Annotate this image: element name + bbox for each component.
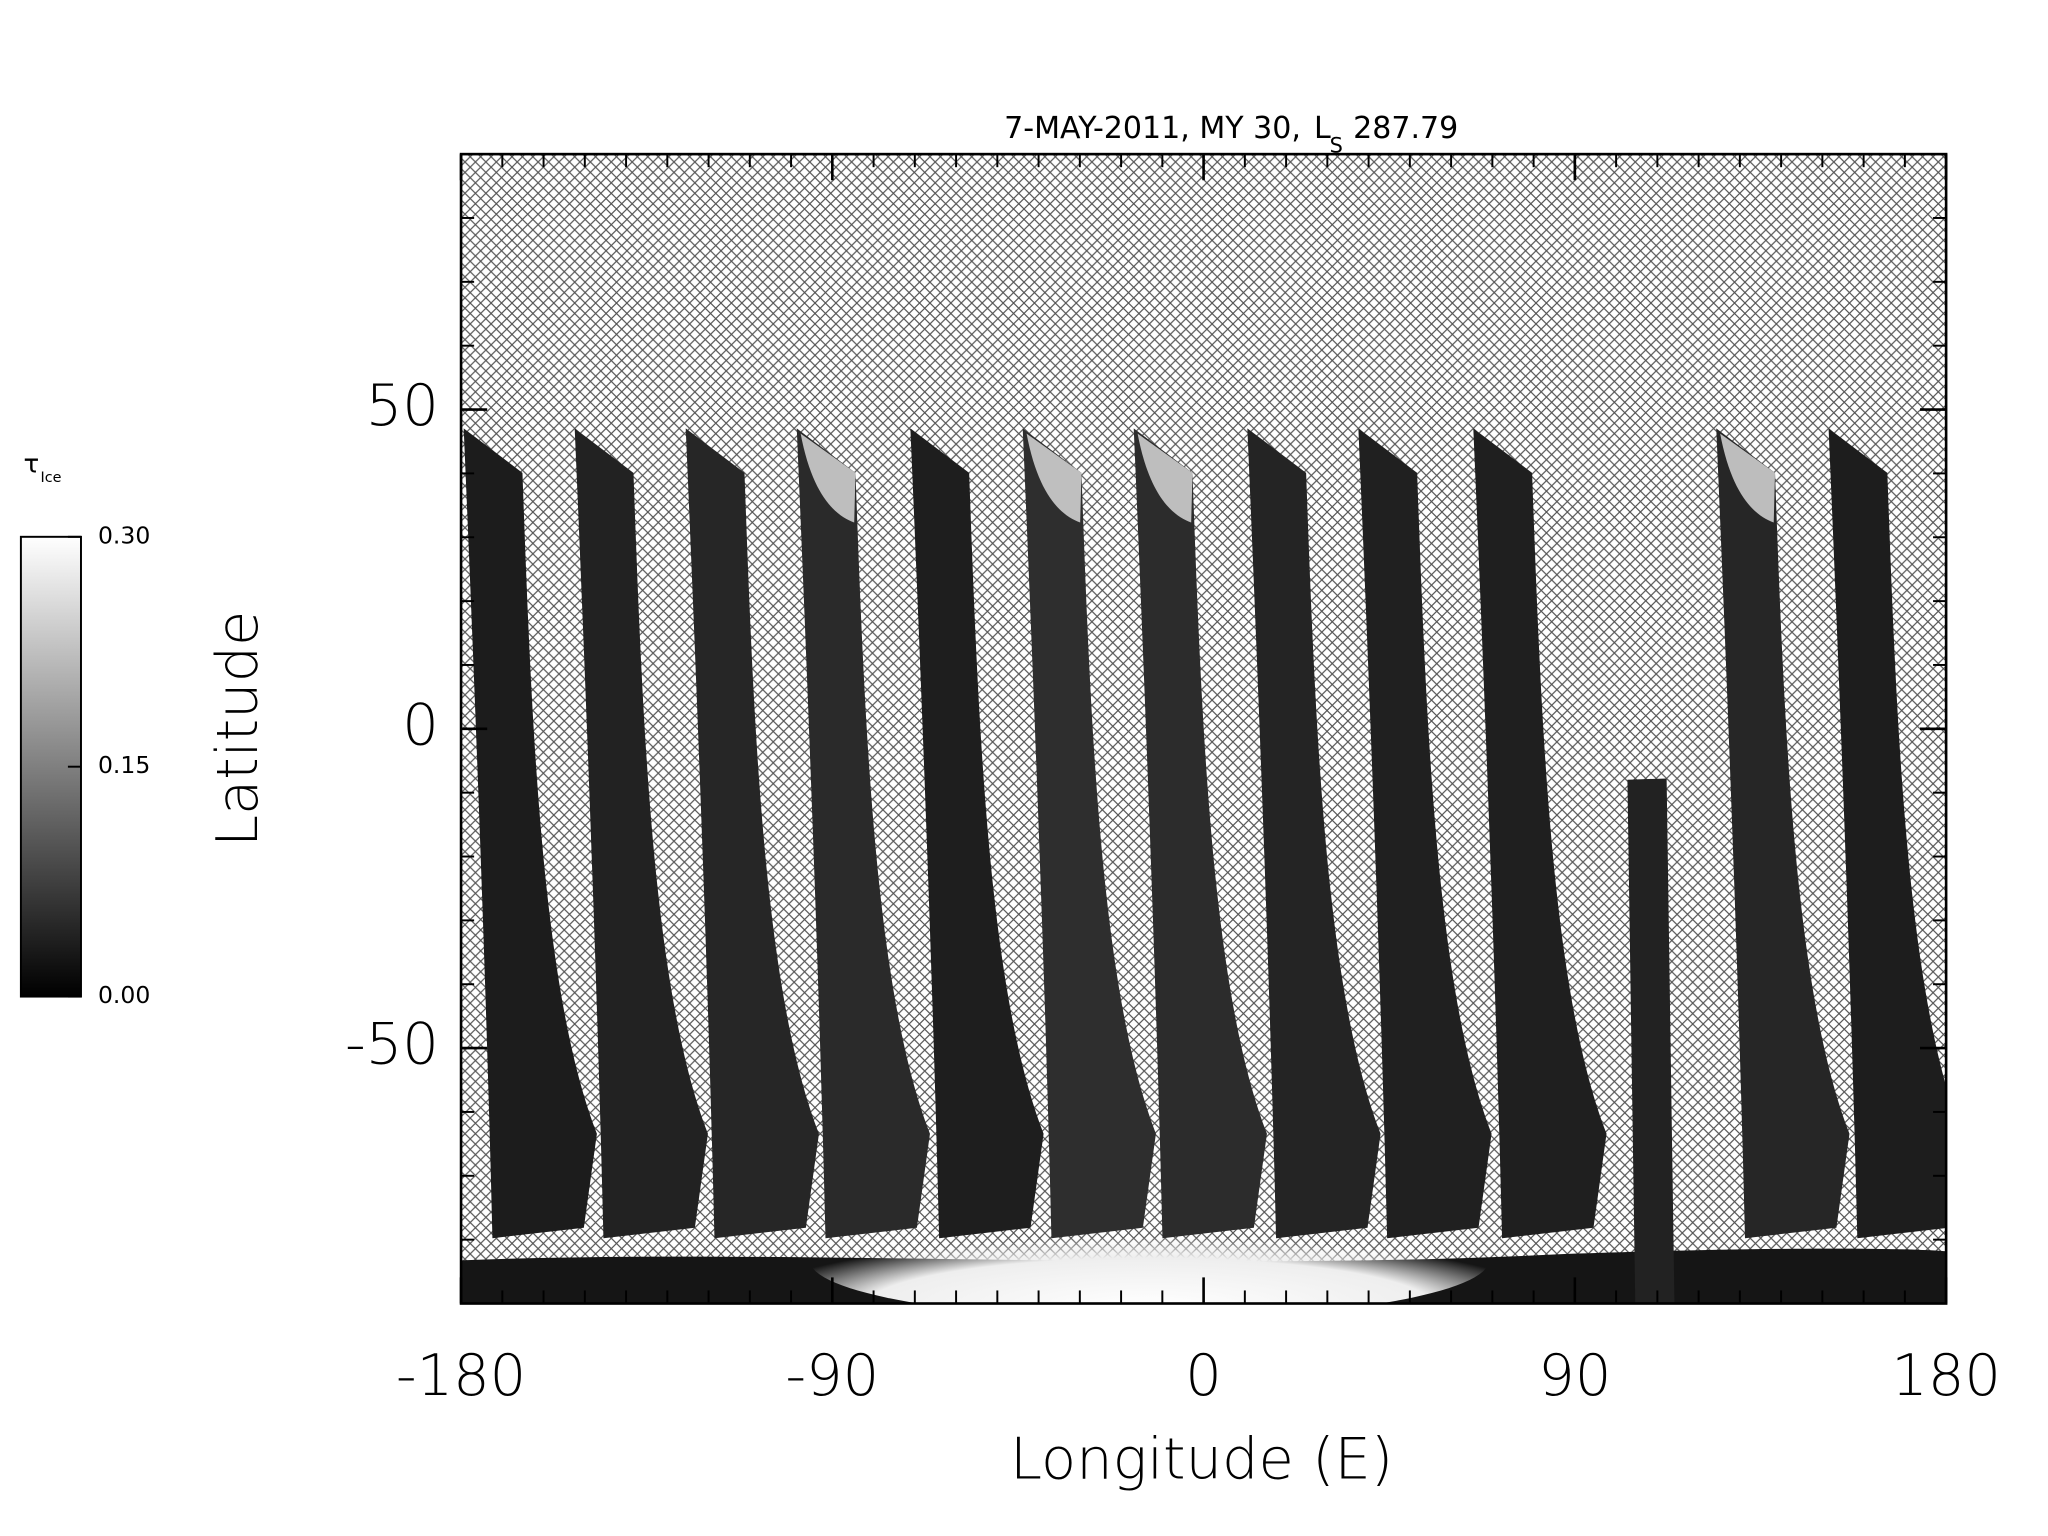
swath [796, 428, 930, 1239]
y-tick-label: 0 [402, 691, 439, 758]
swath [1358, 428, 1492, 1239]
y-axis-label: Latitude [204, 611, 271, 847]
swath-partial [1627, 778, 1675, 1304]
y-tick-label: 50 [366, 372, 439, 439]
swath [1022, 428, 1156, 1239]
colorbar-label-subscript: Ice [40, 470, 61, 486]
swath [1133, 428, 1267, 1239]
swath [685, 428, 819, 1239]
swath [1473, 428, 1607, 1239]
x-tick-label: 90 [1538, 1342, 1611, 1409]
colorbar-tick-label: 0.15 [98, 751, 150, 779]
title-subscript: S [1330, 133, 1343, 157]
swath [1828, 428, 1947, 1239]
swath-bright [1720, 433, 1776, 523]
swath [463, 428, 597, 1239]
swath-bright [800, 433, 856, 523]
x-tick-label: 0 [1185, 1342, 1222, 1409]
swath-bright [1137, 433, 1193, 523]
y-tick-label: -50 [345, 1011, 439, 1078]
map-area [461, 154, 1947, 1304]
colorbar-label: τ [24, 449, 40, 479]
swath-bright [1026, 433, 1082, 523]
x-tick-label: -180 [396, 1342, 526, 1409]
swath [1247, 428, 1381, 1239]
swath [910, 428, 1044, 1239]
colorbar-tick-label: 0.30 [98, 521, 150, 549]
title-symbol: L [1314, 111, 1331, 146]
x-axis-label: Longitude (E) [1010, 1425, 1393, 1492]
title-value: 287.79 [1353, 111, 1458, 146]
chart-title: 7-MAY-2011, MY 30, [1004, 111, 1301, 146]
colorbar-tick-label: 0.00 [98, 981, 150, 1009]
swath [574, 428, 708, 1239]
x-tick-label: -90 [785, 1342, 879, 1409]
x-tick-label: 180 [1891, 1342, 2001, 1409]
swath [1716, 428, 1850, 1239]
